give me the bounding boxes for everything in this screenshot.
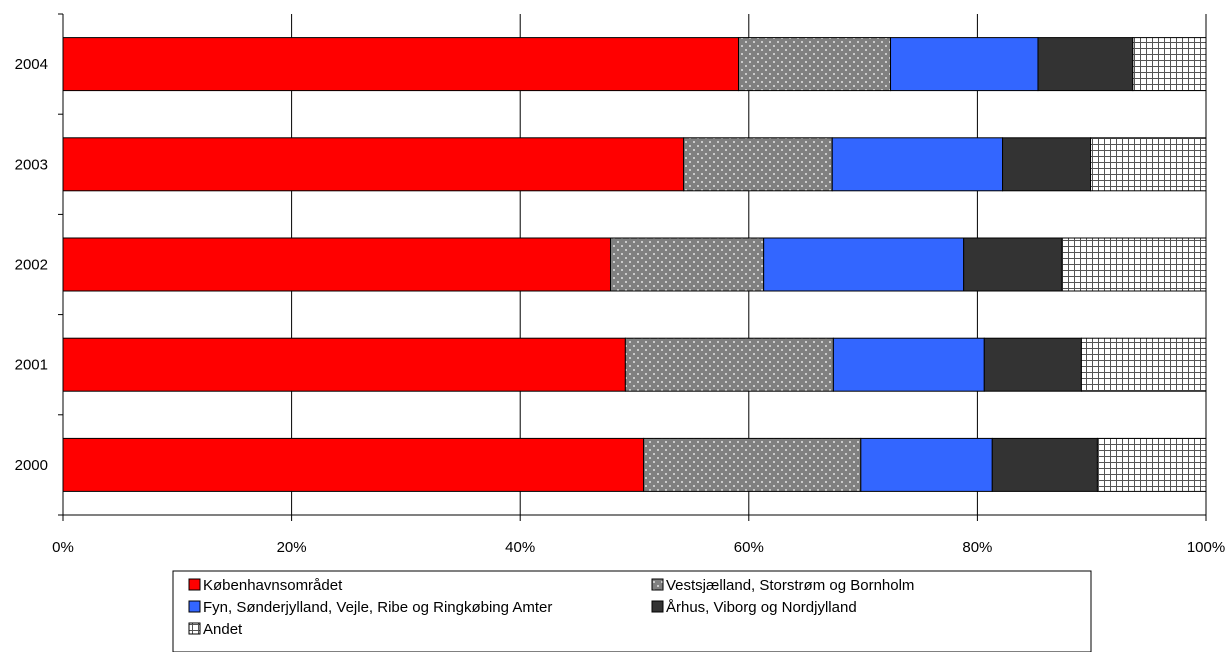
legend-swatch-2 — [188, 600, 201, 613]
x-tick-label: 20% — [277, 539, 307, 556]
axes: 0% 20% 40% 60% 80% 100% 2000 2001 2002 2003 2004 — [15, 13, 1225, 556]
bar-segment-2002-series-2 — [763, 237, 965, 292]
bars-layer — [62, 37, 1207, 492]
legend-swatch-3 — [651, 600, 664, 613]
bar-segment-2004-series-0 — [62, 37, 740, 92]
bar-segment-2000-series-1 — [643, 437, 862, 492]
bar-segment-2004-series-3 — [1037, 37, 1134, 92]
x-tick-label: 0% — [52, 539, 74, 556]
x-tick-label: 40% — [505, 539, 535, 556]
bar-segment-2004-series-2 — [890, 37, 1039, 92]
bar-segment-2003-series-4 — [1090, 137, 1207, 192]
bar-segment-2000-series-4 — [1096, 437, 1207, 492]
bar-segment-2001-series-0 — [62, 337, 626, 392]
bar-segment-2001-series-1 — [624, 337, 834, 392]
y-tick-label: 2004 — [15, 56, 48, 73]
bar-segment-2000-series-0 — [62, 437, 645, 492]
legend-label-0: Københavnsområdet — [203, 577, 343, 594]
bar-segment-2001-series-3 — [983, 337, 1082, 392]
bar-segment-2003-series-2 — [831, 137, 1004, 192]
bar-segment-2001-series-4 — [1080, 337, 1207, 392]
legend-swatch-1 — [651, 578, 664, 591]
legend: Københavnsområdet Vestsjælland, Storstrøm… — [172, 570, 1092, 652]
bar-segment-2000-series-2 — [860, 437, 993, 492]
y-tick-label: 2002 — [15, 257, 48, 274]
legend-label-3: Århus, Viborg og Nordjylland — [666, 599, 857, 616]
legend-label-4: Andet — [203, 621, 243, 638]
bar-segment-2002-series-0 — [62, 237, 611, 292]
bar-segment-2002-series-1 — [609, 237, 765, 292]
y-tick-label: 2000 — [15, 457, 48, 474]
x-tick-label: 60% — [734, 539, 764, 556]
legend-swatch-0 — [188, 578, 201, 591]
x-tick-label: 100% — [1187, 539, 1225, 556]
bar-segment-2004-series-4 — [1132, 37, 1207, 92]
bar-segment-2001-series-2 — [832, 337, 985, 392]
bar-segment-2003-series-1 — [683, 137, 833, 192]
bar-segment-2002-series-4 — [1061, 237, 1207, 292]
y-tick-label: 2003 — [15, 156, 48, 173]
legend-label-2: Fyn, Sønderjylland, Vejle, Ribe og Ringk… — [203, 599, 552, 616]
y-tick-label: 2001 — [15, 357, 48, 374]
bar-segment-2003-series-3 — [1002, 137, 1092, 192]
bar-segment-2004-series-1 — [738, 37, 892, 92]
x-tick-label: 80% — [962, 539, 992, 556]
bar-segment-2003-series-0 — [62, 137, 685, 192]
bar-segment-2002-series-3 — [963, 237, 1063, 292]
legend-label-1: Vestsjælland, Storstrøm og Bornholm — [666, 577, 914, 594]
legend-swatch-4 — [188, 622, 201, 635]
legend-box — [172, 570, 1092, 652]
bar-segment-2000-series-3 — [991, 437, 1098, 492]
